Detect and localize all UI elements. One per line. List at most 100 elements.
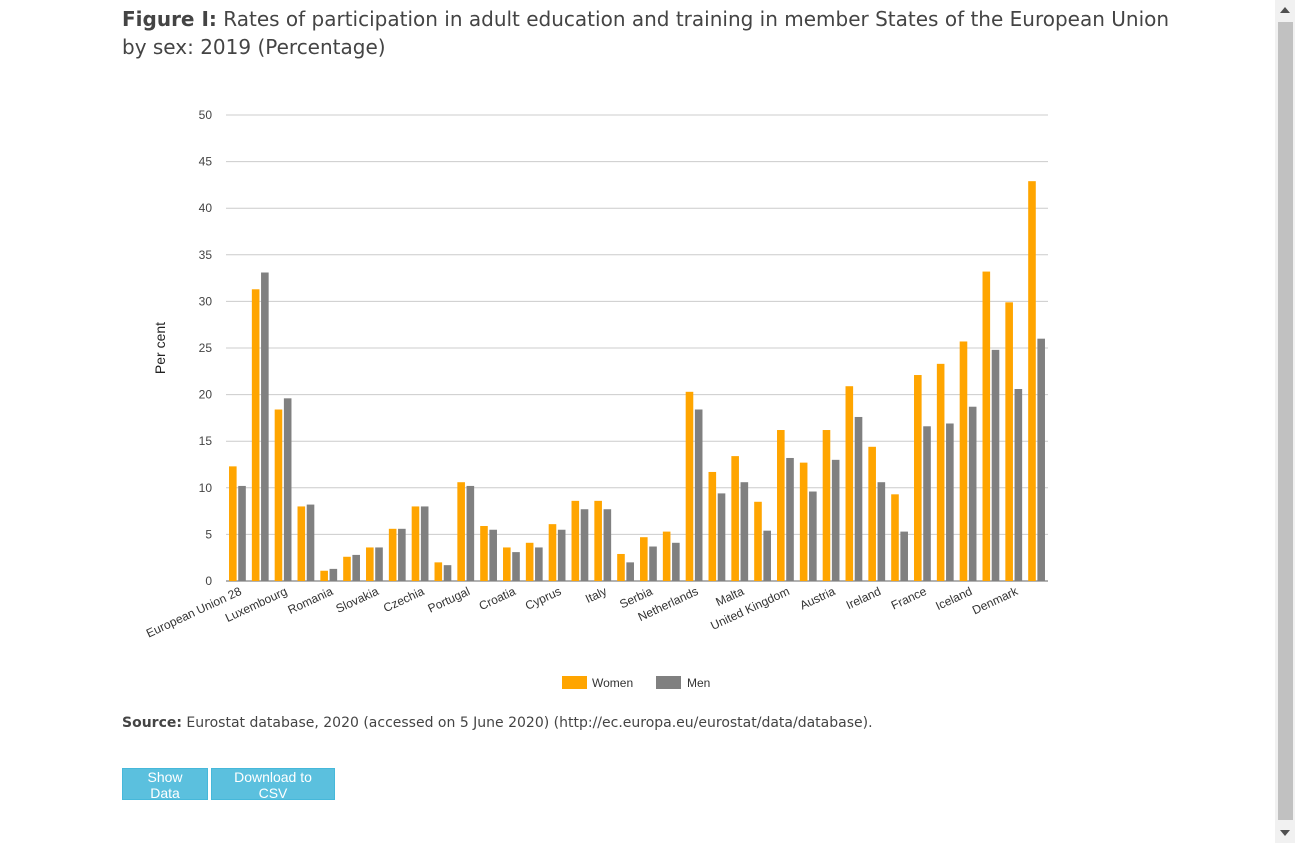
legend-label-women: Women (592, 676, 633, 690)
bar-women (457, 482, 465, 581)
x-tick-label: Slovakia (334, 584, 381, 616)
bar-women (891, 494, 899, 581)
scroll-down-arrow-icon[interactable] (1280, 830, 1290, 836)
legend-swatch-men (656, 676, 681, 689)
x-tick-label: Austria (798, 584, 838, 613)
x-tick-label: Denmark (970, 584, 1021, 618)
bar-men (877, 482, 886, 581)
y-tick-label: 0 (205, 574, 212, 588)
bar-men (375, 547, 383, 581)
bar-men (398, 528, 406, 581)
bar-women (777, 430, 785, 581)
bar-women (959, 341, 968, 581)
y-tick-label: 40 (199, 201, 213, 215)
bar-men (900, 531, 908, 581)
bar-women (251, 289, 260, 581)
bar-men (580, 509, 589, 581)
bar-women (548, 524, 557, 581)
source-text: Eurostat database, 2020 (accessed on 5 J… (186, 715, 873, 731)
bar-men (603, 509, 612, 581)
bar-men (831, 459, 840, 581)
bar-men (809, 491, 817, 581)
bar-women (662, 531, 671, 581)
bar-men (991, 349, 1000, 581)
bar-men (352, 554, 360, 581)
bar-women (503, 547, 511, 581)
bar-women (936, 363, 945, 581)
bar-men (786, 457, 794, 581)
bar-men (923, 426, 931, 581)
y-axis-label: Per cent (152, 322, 168, 374)
bar-men (694, 409, 703, 581)
x-tick-label: Croatia (477, 584, 518, 613)
bar-men (535, 547, 543, 581)
bar-women (366, 547, 374, 581)
bar-men (649, 546, 657, 581)
figure-title-text: Rates of participation in adult educatio… (122, 7, 1170, 59)
bar-women (320, 570, 328, 581)
y-tick-label: 5 (205, 527, 212, 541)
download-csv-button[interactable]: Download to CSV (211, 768, 335, 801)
y-tick-label: 45 (199, 155, 213, 169)
bar-women (411, 506, 420, 581)
bar-men (946, 423, 954, 581)
bar-women (708, 471, 717, 581)
bar-women (754, 501, 762, 581)
bar-men (329, 568, 338, 581)
bar-men (512, 552, 520, 581)
bar-women (343, 556, 351, 581)
bar-women (571, 500, 580, 581)
bar-women (1005, 302, 1013, 581)
bar-women (297, 506, 306, 581)
bar-women (845, 386, 854, 581)
x-tick-label: France (889, 584, 929, 613)
bar-men (672, 542, 680, 581)
bar-women (594, 500, 602, 581)
y-tick-label: 30 (199, 294, 213, 308)
x-tick-label: Iceland (933, 584, 974, 613)
bar-men (238, 485, 246, 581)
vertical-scrollbar[interactable] (1275, 0, 1295, 843)
bar-women (525, 542, 534, 581)
bar-men (443, 565, 452, 581)
bar-women (685, 391, 694, 581)
bar-men (717, 493, 726, 581)
legend-swatch-women (562, 676, 587, 689)
chart-title: Figure I: Rates of participation in adul… (122, 5, 1182, 61)
y-tick-label: 10 (199, 481, 213, 495)
y-tick-label: 20 (199, 388, 213, 402)
bar-women (617, 553, 625, 581)
bar-women (640, 537, 648, 581)
bar-women (434, 562, 443, 581)
bar-women (274, 409, 283, 581)
bar-men (306, 504, 315, 581)
bar-women (982, 271, 991, 581)
bar-men (283, 398, 292, 581)
show-data-button[interactable]: Show Data (122, 768, 208, 801)
source-note: Source: Eurostat database, 2020 (accesse… (122, 715, 873, 731)
x-tick-label: Ireland (844, 584, 883, 612)
x-tick-label: Italy (583, 584, 609, 606)
source-label: Source: (122, 715, 182, 731)
y-tick-label: 50 (199, 108, 213, 122)
bar-men (489, 529, 497, 581)
y-tick-label: 35 (199, 248, 213, 262)
scroll-up-arrow-icon[interactable] (1280, 7, 1290, 13)
figure-label: Figure I: (122, 7, 217, 31)
bar-men (261, 272, 269, 581)
x-tick-label: Cyprus (523, 584, 563, 613)
x-tick-label: Portugal (426, 584, 472, 616)
bar-men (420, 506, 429, 581)
scrollbar-thumb[interactable] (1278, 22, 1293, 820)
bar-women (914, 375, 922, 581)
bar-men (557, 529, 566, 581)
bar-men (1037, 338, 1045, 581)
bar-women (1028, 181, 1036, 581)
bar-women (388, 528, 397, 581)
bar-men (466, 485, 475, 581)
y-tick-label: 25 (199, 341, 213, 355)
legend-label-men: Men (687, 676, 710, 690)
y-tick-label: 15 (199, 434, 213, 448)
x-tick-label: Romania (286, 584, 336, 617)
